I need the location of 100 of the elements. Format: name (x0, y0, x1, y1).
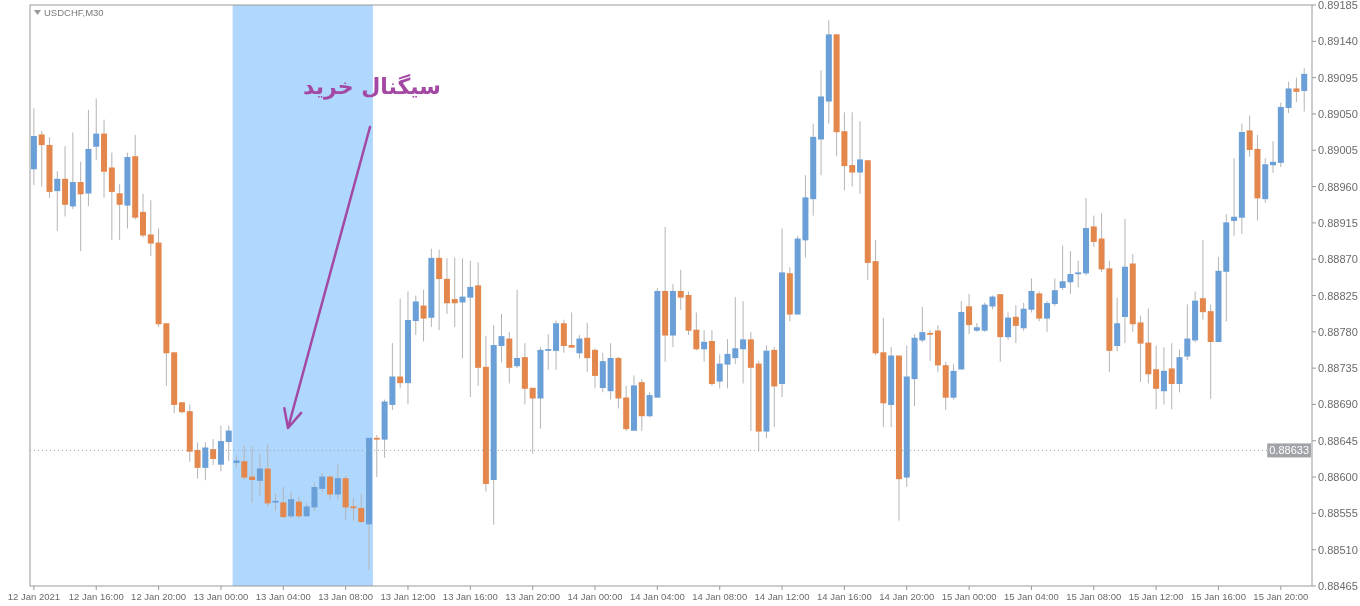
candlestick (217, 424, 224, 472)
candlestick (716, 353, 723, 389)
candlestick (973, 322, 980, 333)
candlestick (288, 491, 295, 519)
candlestick (412, 295, 419, 336)
y-tick-label: 0.88735 (1318, 362, 1358, 375)
y-tick-label: 0.88510 (1318, 543, 1358, 556)
annotation: سیگنال خرید (303, 73, 441, 100)
candlestick (358, 493, 365, 524)
x-tick-label: 13 Jan 08:00 (318, 591, 374, 602)
ref-line-label: 0.88633 (1269, 444, 1309, 457)
candlestick (1231, 157, 1238, 237)
candlestick (1160, 346, 1167, 405)
candlestick (514, 289, 521, 369)
candlestick (1168, 342, 1175, 410)
candlestick (927, 329, 934, 362)
x-tick-label: 15 Jan 16:00 (1191, 591, 1246, 602)
candlestick (280, 486, 287, 519)
candlestick (545, 333, 552, 371)
candlestick (295, 496, 302, 519)
candlestick (420, 289, 427, 342)
x-tick-label: 15 Jan 20:00 (1253, 591, 1309, 602)
y-tick-label: 0.89185 (1318, 0, 1358, 11)
y-tick-label: 0.88825 (1318, 289, 1358, 302)
candlestick (319, 472, 326, 493)
candlestick (225, 424, 232, 462)
candlestick (116, 183, 123, 241)
x-tick-label: 12 Jan 20:00 (131, 591, 187, 602)
x-tick-label: 14 Jan 16:00 (816, 591, 872, 602)
chart-title: USDCHF,M30 (44, 7, 104, 18)
candlestick (1199, 239, 1206, 321)
x-tick-label: 13 Jan 20:00 (505, 591, 561, 602)
candlestick (194, 441, 201, 480)
y-tick-label: 0.89050 (1318, 107, 1358, 120)
x-tick-label: 13 Jan 04:00 (255, 591, 311, 602)
candlestick (1114, 297, 1121, 352)
candlestick (1075, 260, 1082, 288)
x-tick-label: 14 Jan 04:00 (629, 591, 685, 602)
candlestick (77, 161, 84, 252)
candlestick (1090, 215, 1097, 248)
x-tick-label: 13 Jan 12:00 (380, 591, 436, 602)
candlestick (436, 249, 443, 331)
candlestick (966, 293, 973, 335)
candlestick (241, 445, 248, 480)
candlestick (701, 329, 708, 363)
x-tick-label: 14 Jan 20:00 (879, 591, 935, 602)
candlestick (210, 438, 217, 466)
candlestick (147, 199, 154, 257)
y-tick-label: 0.88645 (1318, 434, 1358, 447)
candlestick (1044, 300, 1051, 333)
candlestick (256, 453, 263, 497)
candlestick (1153, 345, 1160, 410)
x-tick-label: 12 Jan 16:00 (68, 591, 124, 602)
candlestick (740, 300, 747, 384)
candlestick (373, 434, 380, 478)
candlestick (334, 463, 341, 501)
x-tick-label: 14 Jan 08:00 (692, 591, 748, 602)
y-tick-label: 0.88465 (1318, 580, 1358, 592)
candlestick (856, 120, 863, 195)
candlestick (1301, 67, 1308, 113)
y-tick-label: 0.88960 (1318, 180, 1358, 193)
candlestick (576, 334, 583, 359)
candlestick (1051, 278, 1058, 307)
x-tick-label: 12 Jan 2021 (7, 591, 61, 602)
x-tick-label: 15 Jan 12:00 (1128, 591, 1184, 602)
x-tick-label: 14 Jan 00:00 (567, 591, 623, 602)
x-tick-label: 14 Jan 12:00 (754, 591, 810, 602)
y-tick-label: 0.88870 (1318, 253, 1358, 266)
candlestick (327, 474, 334, 501)
candlestick (1012, 304, 1019, 344)
y-tick-label: 0.89005 (1318, 144, 1358, 157)
candlestick (677, 269, 684, 311)
y-tick-label: 0.89095 (1318, 71, 1358, 84)
candlestick (1184, 303, 1191, 361)
candlestick (140, 193, 146, 238)
candlestick (849, 111, 856, 188)
candlestick (38, 130, 45, 188)
y-tick-label: 0.88915 (1318, 216, 1358, 229)
candlestick (202, 441, 209, 481)
candlestick (1005, 311, 1012, 341)
candlestick (54, 170, 61, 232)
candlestick (1293, 77, 1300, 103)
x-tick-label: 15 Jan 00:00 (941, 591, 997, 602)
x-tick-label: 15 Jan 08:00 (1066, 591, 1122, 602)
x-tick-label: 15 Jan 04:00 (1003, 591, 1059, 602)
y-tick-label: 0.88780 (1318, 325, 1358, 338)
candlestick (397, 298, 404, 389)
x-tick-label: 13 Jan 16:00 (442, 591, 498, 602)
candlestick (451, 257, 458, 328)
y-tick-label: 0.88555 (1318, 507, 1358, 520)
candlestick (568, 311, 575, 348)
y-tick-label: 0.89140 (1318, 35, 1358, 48)
candlestick (529, 387, 536, 455)
y-tick-label: 0.88690 (1318, 398, 1358, 411)
candlestick (560, 319, 567, 354)
candlestick (1285, 81, 1292, 114)
candlestick (93, 98, 100, 161)
x-tick-label: 13 Jan 00:00 (193, 591, 249, 602)
candlestick (584, 322, 591, 373)
y-tick-label: 0.88600 (1318, 471, 1358, 484)
